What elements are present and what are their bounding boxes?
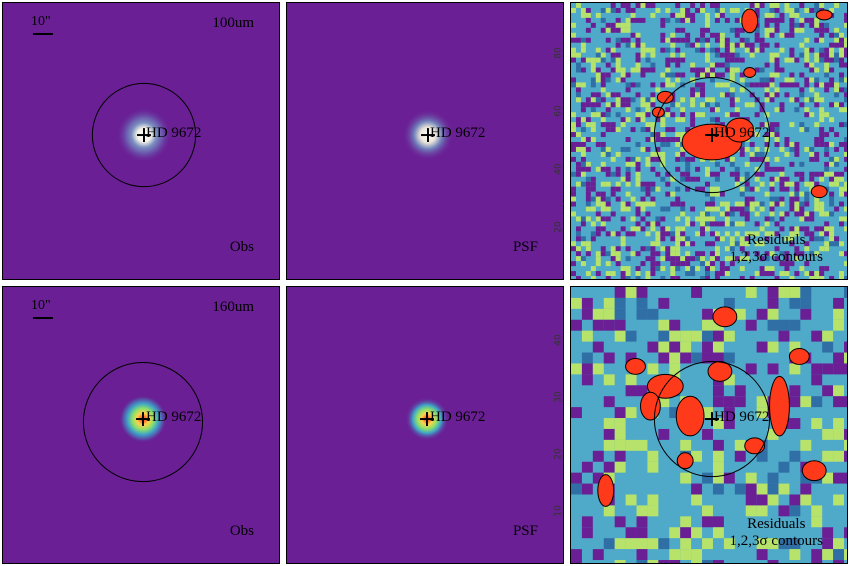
residual-blob [743, 67, 757, 78]
psf-160-image [287, 287, 563, 563]
scale-label: 10" [31, 14, 51, 29]
contours-note: 1,2,3σ contours [729, 248, 824, 265]
obs-100-image [3, 3, 279, 279]
axis-tick: 10 [553, 505, 564, 517]
residual-blob [707, 360, 733, 382]
residuals-caption: Residuals 1,2,3σ contours [730, 516, 824, 549]
panel-kind-label: Obs [229, 239, 254, 255]
residual-160-panel: HD 9672 Residuals 1,2,3σ contours [570, 286, 848, 564]
star-marker [136, 412, 150, 426]
residual-blob [676, 452, 694, 470]
residual-blob [675, 395, 705, 437]
aperture-circle [653, 76, 771, 194]
star-marker [705, 412, 719, 426]
axis-tick: 60 [553, 105, 564, 117]
star-label: HD 9672 [714, 125, 770, 141]
axis-tick: 20 [553, 448, 564, 460]
residuals-caption: Residuals 1,2,3σ contours [730, 232, 824, 265]
axis-tick: 20 [553, 221, 564, 233]
residual-blob [744, 437, 766, 455]
residual-blob [815, 9, 833, 21]
residual-blob [597, 474, 615, 507]
star-label: HD 9672 [430, 125, 486, 141]
residual-160-image [571, 287, 847, 563]
obs-100-panel: 10" 100um HD 9672 Obs [2, 2, 280, 280]
psf-100-image [287, 3, 563, 279]
residual-blob [712, 306, 738, 328]
residual-blob [640, 391, 661, 421]
scale-bar [33, 33, 53, 35]
star-marker [421, 128, 435, 142]
residual-blob [801, 460, 827, 482]
residual-100-image [571, 3, 847, 279]
residual-blob [625, 357, 646, 375]
residual-100-panel: HD 9672 Residuals 1,2,3σ contours [570, 2, 848, 280]
residuals-title: Residuals [747, 516, 806, 532]
star-marker [705, 128, 719, 142]
psf-160-panel: HD 9672 PSF 40 30 20 10 [286, 286, 564, 564]
residuals-title: Residuals [747, 232, 806, 248]
residual-blob [656, 90, 674, 104]
axis-tick: 40 [553, 334, 564, 346]
aperture-circle [91, 82, 197, 188]
residual-blob [788, 348, 810, 365]
star-marker [420, 412, 434, 426]
aperture-circle [653, 360, 771, 478]
residual-blob [769, 375, 790, 437]
star-label: HD 9672 [714, 409, 770, 425]
residual-blob [810, 185, 828, 199]
obs-160-image [3, 287, 279, 563]
axis-tick: 80 [553, 47, 564, 59]
panel-kind-label: PSF [512, 239, 538, 255]
residual-blob [725, 117, 755, 143]
axis-tick: 30 [553, 391, 564, 403]
band-label: 160um [212, 299, 254, 315]
scale-label: 10" [31, 298, 51, 313]
star-label: HD 9672 [430, 409, 486, 425]
axis-tick: 40 [553, 163, 564, 175]
star-marker [137, 128, 151, 142]
panel-kind-label: Obs [229, 523, 254, 539]
contours-note: 1,2,3σ contours [729, 532, 824, 549]
star-label: HD 9672 [146, 409, 202, 425]
psf-100-panel: HD 9672 PSF 80 60 40 20 [286, 2, 564, 280]
panel-kind-label: PSF [512, 523, 538, 539]
star-label: HD 9672 [146, 125, 202, 141]
aperture-circle [82, 361, 204, 483]
residual-blob [651, 106, 665, 118]
band-label: 100um [212, 15, 254, 31]
obs-160-panel: 10" 160um HD 9672 Obs [2, 286, 280, 564]
residual-blob [741, 8, 759, 34]
residual-blob [646, 373, 684, 399]
scale-bar [33, 317, 53, 319]
